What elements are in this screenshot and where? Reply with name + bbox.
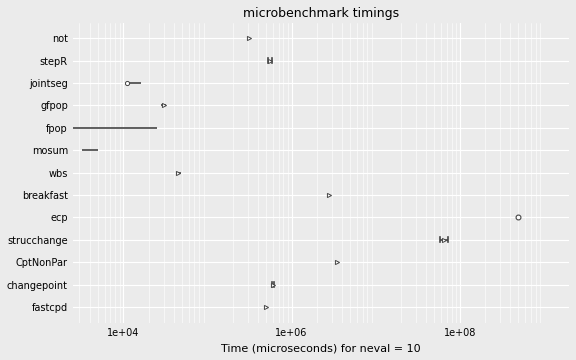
- Title: microbenchmark timings: microbenchmark timings: [243, 7, 399, 20]
- X-axis label: Time (microseconds) for neval = 10: Time (microseconds) for neval = 10: [221, 343, 420, 353]
